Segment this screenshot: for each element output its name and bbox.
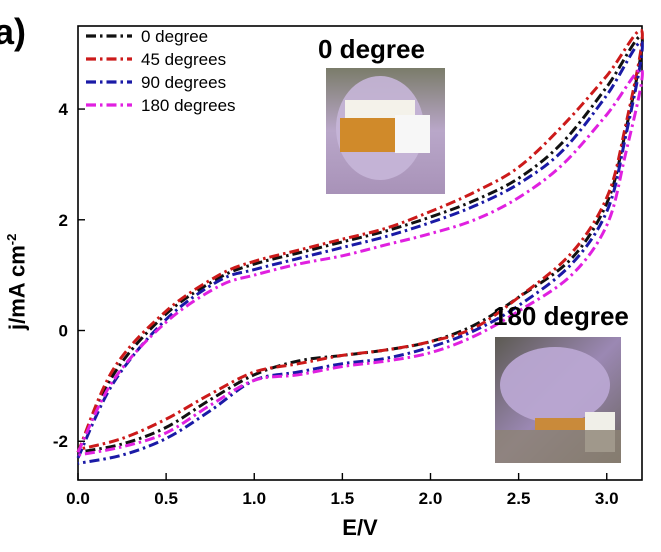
- y-axis-label-exponent: -2: [4, 233, 19, 246]
- y-tick-label: -2: [53, 432, 68, 451]
- series-line-90-degrees: [76, 40, 644, 465]
- x-axis-ticks: 0.0 0.5 1.0 1.5 2.0 2.5 3.0: [66, 473, 619, 508]
- y-tick-label: 2: [59, 211, 68, 230]
- photo-caption-0-degree: 0 degree: [318, 34, 425, 64]
- photo-180-degree: [495, 337, 621, 463]
- series-line-45-degrees: [76, 28, 644, 453]
- x-tick-label: 0.0: [66, 489, 90, 508]
- y-axis-label-main: j/mA cm: [4, 245, 30, 330]
- series-line-180-degrees: [76, 67, 644, 457]
- legend-label-0-degree: 0 degree: [141, 27, 208, 46]
- y-axis-label: j/mA cm-2: [4, 234, 30, 330]
- y-tick-label: 4: [59, 100, 69, 119]
- x-tick-label: 1.0: [242, 489, 266, 508]
- series-layer: [76, 28, 644, 465]
- x-tick-label: 3.0: [595, 489, 619, 508]
- y-tick-label: 0: [59, 322, 68, 341]
- x-tick-label: 2.5: [507, 489, 531, 508]
- legend-label-90-degrees: 90 degrees: [141, 73, 226, 92]
- y-axis-ticks: -2 0 2 4: [53, 100, 85, 451]
- photo-caption-180-degree: 180 degree: [493, 301, 629, 331]
- x-axis-label: E/V: [342, 515, 378, 540]
- panel-letter: a): [0, 11, 27, 52]
- x-tick-label: 0.5: [154, 489, 178, 508]
- x-tick-label: 2.0: [419, 489, 443, 508]
- legend-label-180-degrees: 180 degrees: [141, 96, 236, 115]
- photo-0-degree: [326, 68, 445, 194]
- legend-label-45-degrees: 45 degrees: [141, 50, 226, 69]
- x-tick-label: 1.5: [331, 489, 355, 508]
- axes-frame: [77, 25, 643, 481]
- legend: 0 degree 45 degrees 90 degrees 180 degrees: [86, 27, 236, 115]
